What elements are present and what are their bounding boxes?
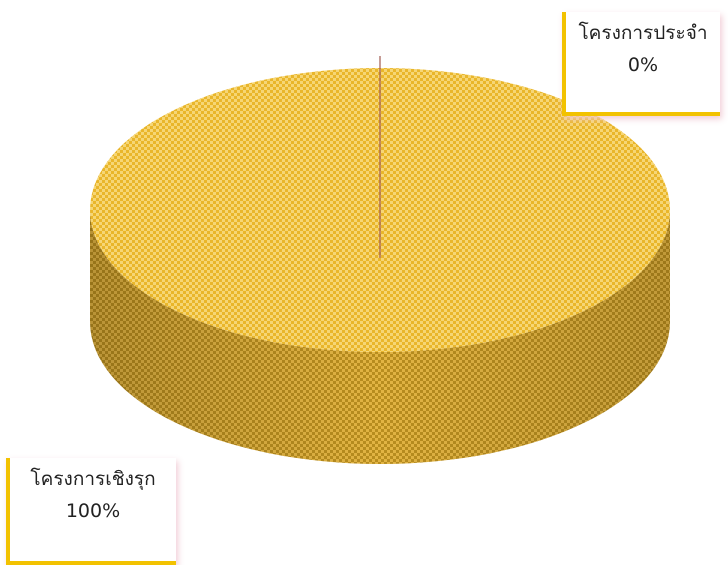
data-label-proactive-percent: 100% (65, 500, 121, 522)
data-label-routine-name: โครงการประจำ (578, 22, 708, 44)
data-label-routine-percent: 0% (627, 54, 659, 76)
pie-side-shading (90, 210, 670, 464)
data-label-proactive: โครงการเชิงรุก 100% (6, 458, 176, 565)
data-label-routine: โครงการประจำ 0% (562, 12, 720, 116)
data-label-proactive-name: โครงการเชิงรุก (30, 468, 156, 490)
